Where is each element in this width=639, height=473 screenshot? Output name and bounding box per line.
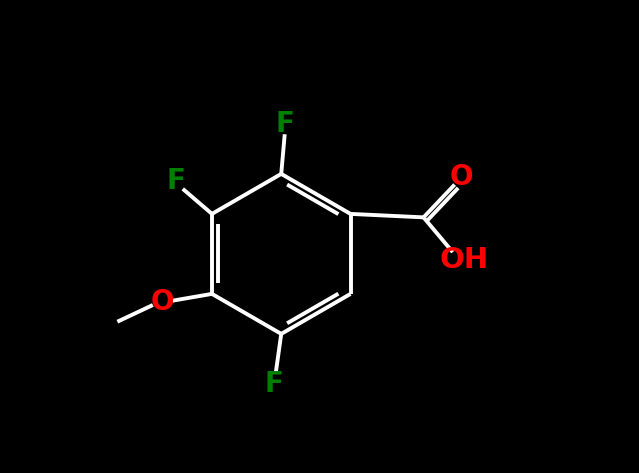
Text: F: F — [275, 110, 294, 138]
Text: OH: OH — [440, 246, 488, 274]
Text: F: F — [166, 166, 185, 194]
Text: O: O — [150, 288, 174, 316]
Text: O: O — [450, 163, 473, 191]
Text: F: F — [265, 370, 284, 398]
